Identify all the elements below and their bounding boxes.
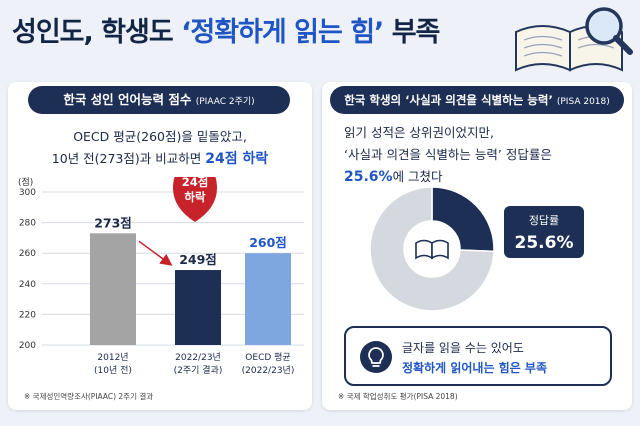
headline-prefix: 성인도, 학생도 <box>12 17 182 48</box>
y-tick-label: 220 <box>19 310 36 320</box>
callout-line2: 정확하게 읽어내는 힘은 부족 <box>402 361 548 375</box>
student-desc-line3-suffix: 에 그쳤다 <box>392 169 443 184</box>
x-tick-label: 2012년 <box>97 352 128 363</box>
book-magnifier-icon <box>515 7 633 72</box>
drop-badge-line1: 24점 <box>182 177 209 189</box>
x-tick-label: (2022/23년) <box>242 365 295 376</box>
student-desc-line3-emph: 25.6% <box>344 169 393 185</box>
student-desc-line1: 읽기 성적은 상위권이었지만, <box>344 125 494 140</box>
drop-badge-line2: 하락 <box>184 190 206 204</box>
headline-suffix: 부족 <box>383 17 441 48</box>
open-book-icon <box>415 239 449 260</box>
adult-panel-title-main: 한국 성인 언어능력 점수 <box>63 92 192 107</box>
y-axis-unit-label: (점) <box>18 177 33 188</box>
bar-2 <box>175 270 221 345</box>
lightbulb-icon <box>368 347 384 367</box>
x-tick-label: 2022/23년 <box>175 352 221 363</box>
y-tick-label: 240 <box>19 280 36 290</box>
student-panel-title: 한국 학생의 ‘사실과 의견을 식별하는 능력’ (PISA 2018) <box>330 86 624 114</box>
adult-panel-title: 한국 성인 언어능력 점수 (PIAAC 2주기) <box>28 86 290 114</box>
bar-3 <box>245 253 291 345</box>
bar-value-label: 249점 <box>179 252 217 267</box>
fact-opinion-donut-chart: 정답률 25.6% <box>369 186 584 312</box>
x-tick-label: (10년 전) <box>94 365 132 376</box>
student-panel-source: ※ 국제 학업성취도 평가(PISA 2018) <box>338 392 458 401</box>
answer-rate-label: 정답률 <box>529 214 559 227</box>
student-desc-line2: ‘사실과 의견을 식별하는 능력’ 정답률은 <box>344 147 552 162</box>
y-tick-label: 280 <box>19 219 36 229</box>
adult-literacy-panel: 한국 성인 언어능력 점수 (PIAAC 2주기) OECD 평균(260점)을… <box>8 82 312 410</box>
headline: 성인도, 학생도 ‘정확하게 읽는 힘’ 부족 <box>12 10 512 56</box>
insight-callout: 글자를 읽을 수는 있어도 정확하게 읽어내는 힘은 부족 <box>344 326 612 386</box>
insight-circle <box>360 341 392 373</box>
y-tick-label: 260 <box>19 249 36 259</box>
y-tick-label: 200 <box>19 341 36 351</box>
decline-arrow <box>138 240 173 266</box>
student-panel-title-sub: (PISA 2018) <box>556 97 610 107</box>
adult-desc-line2-emph: 24점 하락 <box>205 151 269 167</box>
answer-rate-box <box>504 206 584 258</box>
drop-badge <box>173 177 217 222</box>
x-tick-label: OECD 평균 <box>245 352 290 363</box>
donut-slice-1 <box>431 186 495 253</box>
adult-literacy-bar-chart: (점) 200 220 240 260 280 300 273점 2012년 (10년 전) 249… <box>18 177 304 376</box>
student-desc-line3: 25.6%에 그쳤다 <box>344 166 552 188</box>
y-tick-label: 300 <box>19 188 36 198</box>
student-literacy-panel: 한국 학생의 ‘사실과 의견을 식별하는 능력’ (PISA 2018) 읽기 … <box>322 82 632 410</box>
bar-value-label: 273점 <box>94 215 132 230</box>
adult-desc-line1: OECD 평균(260점)을 밑돌았고, <box>73 129 247 144</box>
bar-value-label: 260점 <box>249 235 287 250</box>
student-panel-title-main: 한국 학생의 ‘사실과 의견을 식별하는 능력’ <box>344 93 553 107</box>
donut-slice-2 <box>369 186 495 312</box>
adult-panel-source: ※ 국제성인역량조사(PIAAC) 2주기 결과 <box>24 392 154 401</box>
x-tick-label: (2주기 결과) <box>174 365 223 376</box>
adult-desc-line2: 10년 전(273점)과 비교하면 24점 하락 <box>8 148 312 170</box>
adult-desc-line2-prefix: 10년 전(273점)과 비교하면 <box>51 151 206 166</box>
adult-panel-description: OECD 평균(260점)을 밑돌았고, 10년 전(273점)과 비교하면 2… <box>8 126 312 170</box>
headline-accent: ‘정확하게 읽는 힘’ <box>181 17 384 48</box>
answer-rate-value: 25.6% <box>515 233 574 253</box>
adult-panel-title-sub: (PIAAC 2주기) <box>195 97 255 107</box>
student-panel-description: 읽기 성적은 상위권이었지만, ‘사실과 의견을 식별하는 능력’ 정답률은 2… <box>344 122 552 188</box>
callout-line1: 글자를 읽을 수는 있어도 <box>402 341 524 355</box>
bar-1 <box>90 233 136 345</box>
